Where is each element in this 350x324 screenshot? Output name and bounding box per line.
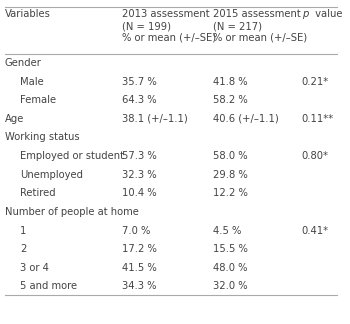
Text: 38.1 (+/–1.1): 38.1 (+/–1.1) [122, 114, 188, 124]
Text: 48.0 %: 48.0 % [214, 263, 248, 273]
Text: 57.3 %: 57.3 % [122, 151, 156, 161]
Text: 41.8 %: 41.8 % [214, 76, 248, 87]
Text: p: p [302, 9, 308, 19]
Text: 32.3 %: 32.3 % [122, 170, 156, 180]
Text: 34.3 %: 34.3 % [122, 282, 156, 292]
Text: 17.2 %: 17.2 % [122, 244, 157, 254]
Text: 2015 assessment
(N = 217)
% or mean (+/–SE): 2015 assessment (N = 217) % or mean (+/–… [214, 9, 308, 43]
Text: Age: Age [5, 114, 24, 124]
Text: 64.3 %: 64.3 % [122, 95, 156, 105]
Text: 58.2 %: 58.2 % [214, 95, 248, 105]
Text: Variables: Variables [5, 9, 51, 19]
Text: Gender: Gender [5, 58, 42, 68]
Text: 1: 1 [20, 226, 26, 236]
Text: 2: 2 [20, 244, 26, 254]
Text: 2013 assessment
(N = 199)
% or mean (+/–SE): 2013 assessment (N = 199) % or mean (+/–… [122, 9, 216, 43]
Text: 3 or 4: 3 or 4 [20, 263, 49, 273]
Text: 10.4 %: 10.4 % [122, 188, 156, 198]
Text: value: value [313, 9, 343, 19]
Text: 15.5 %: 15.5 % [214, 244, 248, 254]
Text: 7.0 %: 7.0 % [122, 226, 150, 236]
Text: 0.21*: 0.21* [302, 76, 329, 87]
Text: 41.5 %: 41.5 % [122, 263, 156, 273]
Text: 32.0 %: 32.0 % [214, 282, 248, 292]
Text: Employed or student: Employed or student [20, 151, 124, 161]
Text: Working status: Working status [5, 133, 79, 143]
Text: 58.0 %: 58.0 % [214, 151, 248, 161]
Text: 35.7 %: 35.7 % [122, 76, 156, 87]
Text: Male: Male [20, 76, 44, 87]
Text: Number of people at home: Number of people at home [5, 207, 139, 217]
Text: 0.11**: 0.11** [302, 114, 334, 124]
Text: 0.41*: 0.41* [302, 226, 329, 236]
Text: 40.6 (+/–1.1): 40.6 (+/–1.1) [214, 114, 279, 124]
Text: Retired: Retired [20, 188, 56, 198]
Text: 29.8 %: 29.8 % [214, 170, 248, 180]
Text: Female: Female [20, 95, 56, 105]
Text: Unemployed: Unemployed [20, 170, 83, 180]
Text: 12.2 %: 12.2 % [214, 188, 248, 198]
Text: 0.80*: 0.80* [302, 151, 329, 161]
Text: 5 and more: 5 and more [20, 282, 77, 292]
Text: 4.5 %: 4.5 % [214, 226, 242, 236]
